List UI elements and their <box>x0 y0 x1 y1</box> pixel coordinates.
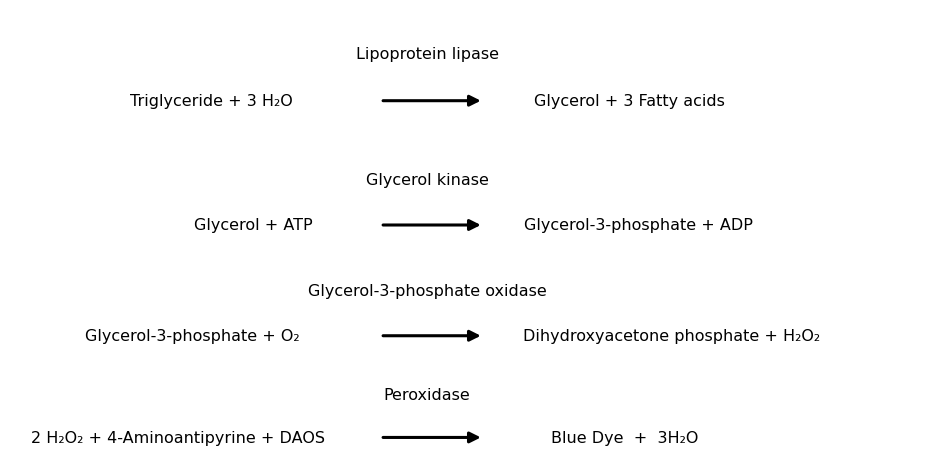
Text: Lipoprotein lipase: Lipoprotein lipase <box>356 46 499 62</box>
Text: Peroxidase: Peroxidase <box>384 387 470 402</box>
Text: Glycerol-3-phosphate + ADP: Glycerol-3-phosphate + ADP <box>524 218 753 233</box>
Text: Blue Dye  +  3H₂O: Blue Dye + 3H₂O <box>551 430 698 445</box>
Text: Glycerol-3-phosphate + O₂: Glycerol-3-phosphate + O₂ <box>85 328 300 344</box>
Text: 2 H₂O₂ + 4-Aminoantipyrine + DAOS: 2 H₂O₂ + 4-Aminoantipyrine + DAOS <box>31 430 326 445</box>
Text: Glycerol kinase: Glycerol kinase <box>366 173 488 188</box>
Text: Glycerol-3-phosphate oxidase: Glycerol-3-phosphate oxidase <box>308 283 546 299</box>
Text: Glycerol + ATP: Glycerol + ATP <box>194 218 313 233</box>
Text: Triglyceride + 3 H₂O: Triglyceride + 3 H₂O <box>130 94 293 109</box>
Text: Glycerol + 3 Fatty acids: Glycerol + 3 Fatty acids <box>533 94 725 109</box>
Text: Dihydroxyacetone phosphate + H₂O₂: Dihydroxyacetone phosphate + H₂O₂ <box>523 328 820 344</box>
